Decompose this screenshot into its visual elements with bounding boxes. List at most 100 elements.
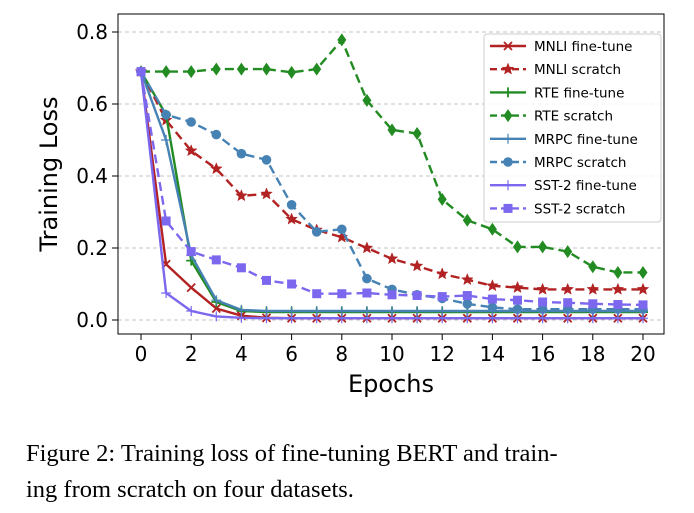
data-point-5-5 (261, 155, 272, 165)
axes-frame (117, 13, 665, 335)
data-point-5-6 (286, 200, 297, 210)
data-point-3-6 (287, 65, 297, 79)
data-point-6-3 (211, 311, 222, 322)
data-point-3-14 (487, 222, 497, 236)
data-point-5-13 (462, 299, 473, 309)
data-point-7-19 (613, 300, 623, 310)
legend-marker-2 (503, 87, 513, 98)
data-point-4-1 (161, 135, 172, 145)
data-point-1-12 (435, 267, 449, 280)
x-tick-label-5: 10 (379, 342, 404, 366)
data-point-3-9 (362, 93, 372, 107)
legend-item-6: SST-2 fine-tune (490, 178, 637, 194)
legend-item-1: MNLI scratch (490, 62, 621, 78)
series-3 (136, 33, 648, 279)
data-point-7-8 (337, 289, 347, 299)
y-tick-label-4: 0.8 (76, 20, 108, 44)
data-point-1-9 (360, 241, 374, 254)
data-point-6-2 (186, 306, 197, 316)
data-point-7-0 (136, 67, 146, 77)
x-tick-label-6: 12 (429, 342, 454, 366)
legend-item-0: MNLI fine-tune (490, 39, 633, 55)
series-layer (134, 33, 650, 324)
data-point-5-7 (311, 227, 322, 237)
data-point-1-11 (410, 259, 424, 272)
x-tick-label-8: 16 (530, 342, 555, 366)
data-point-3-2 (186, 65, 196, 79)
data-point-3-5 (262, 62, 271, 76)
data-point-1-16 (536, 282, 549, 295)
data-point-3-16 (538, 240, 548, 254)
data-point-6-10 (387, 313, 397, 324)
data-point-7-14 (487, 294, 497, 304)
data-point-1-6 (285, 212, 298, 225)
legend-item-7: SST-2 scratch (490, 201, 625, 217)
data-point-3-15 (513, 240, 522, 254)
legend-label-5: MRPC scratch (534, 155, 626, 171)
data-point-5-8 (337, 224, 347, 235)
data-point-7-3 (211, 255, 221, 265)
data-point-7-18 (588, 299, 598, 309)
data-point-1-13 (460, 272, 474, 286)
data-point-5-14 (487, 302, 498, 313)
data-point-6-1 (161, 288, 172, 298)
x-tick-label-0: 0 (135, 342, 148, 366)
data-point-1-2 (184, 144, 198, 157)
data-point-6-6 (286, 313, 297, 324)
data-point-5-9 (362, 273, 372, 284)
x-tick-label-9: 18 (580, 342, 605, 366)
data-point-3-13 (462, 213, 472, 227)
caption-line-2: ing from scratch on four datasets. (26, 476, 354, 503)
axes (117, 13, 665, 335)
y-tick-label-3: 0.6 (76, 92, 108, 116)
data-point-7-11 (412, 291, 422, 301)
data-point-5-1 (161, 110, 171, 120)
data-point-1-18 (586, 282, 600, 295)
legend-marker-0 (503, 41, 513, 51)
data-point-5-16 (537, 304, 548, 315)
data-point-7-4 (236, 263, 246, 273)
data-point-3-19 (613, 265, 623, 279)
legend-marker-4 (503, 133, 513, 144)
data-point-1-10 (385, 252, 399, 265)
x-tick-label-4: 8 (335, 342, 348, 366)
data-point-6-8 (336, 313, 347, 324)
legend-label-0: MNLI fine-tune (534, 39, 633, 55)
x-tick-label-1: 2 (185, 342, 198, 366)
y-tick-label-0: 0.0 (76, 308, 108, 332)
training-loss-chart: 0 2 4 6 8 10 12 14 16 18 200.00.20.40.60.8 Epochs … (35, 13, 665, 398)
figure-caption: Figure 2: Training loss of fine-tuning B… (26, 436, 676, 508)
data-point-7-1 (161, 216, 171, 226)
data-point-7-12 (437, 292, 447, 302)
legend-box (483, 33, 662, 223)
legend-item-5: MRPC scratch (490, 155, 626, 171)
data-point-7-16 (538, 297, 548, 307)
data-point-1-3 (209, 162, 223, 175)
data-point-6-5 (261, 313, 272, 324)
data-point-7-5 (262, 275, 271, 285)
series-line-3 (141, 38, 643, 274)
legend-marker-7 (503, 203, 513, 213)
data-point-1-20 (636, 282, 650, 295)
data-point-6-19 (612, 313, 623, 324)
data-point-1-15 (511, 280, 524, 294)
data-point-7-10 (387, 290, 397, 300)
legend-label-3: RTE scratch (534, 109, 613, 125)
data-point-6-18 (587, 313, 598, 324)
data-point-3-4 (236, 62, 246, 76)
data-point-6-9 (361, 313, 372, 324)
data-point-6-15 (512, 313, 523, 324)
data-point-3-7 (312, 62, 322, 76)
data-point-3-20 (638, 265, 648, 279)
legend-label-4: MRPC fine-tune (534, 132, 638, 148)
data-point-6-14 (487, 313, 498, 324)
legend-label-7: SST-2 scratch (534, 201, 625, 217)
data-point-7-7 (312, 289, 322, 299)
data-point-4-3 (211, 295, 222, 306)
legend-label-6: SST-2 fine-tune (534, 178, 637, 194)
series-1 (134, 64, 650, 295)
series-6 (136, 66, 648, 324)
data-point-1-5 (260, 187, 273, 200)
data-point-6-16 (537, 313, 548, 324)
data-point-7-13 (462, 291, 472, 301)
